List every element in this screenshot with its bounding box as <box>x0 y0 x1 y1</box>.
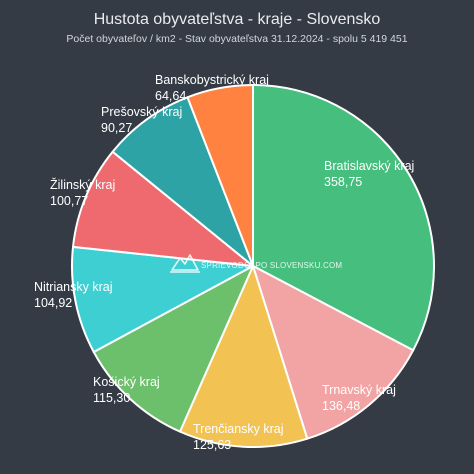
watermark-text: SPRIEVODCAPO SLOVENSKU.COM <box>201 261 342 270</box>
labels-group: Bratislavský kraj 358,75 Trnavský kraj 136,… <box>34 73 414 452</box>
pie-slice-kosicky-kraj[interactable] <box>92 265 254 433</box>
pie-slice-presovsky-kraj[interactable] <box>111 96 254 267</box>
slice-value-zilinsky-kraj: 100,77 <box>50 194 88 208</box>
slice-value-trenciansky-kraj: 125,63 <box>193 438 231 452</box>
slice-label-bratislavsky-kraj: Bratislavský kraj <box>324 159 414 173</box>
slice-value-nitriansky-kraj: 104,92 <box>34 296 72 310</box>
slice-value-kosicky-kraj: 115,30 <box>93 391 130 405</box>
chart-subtitle: Počet obyvateľov / km2 - Stav obyvateľst… <box>66 33 408 45</box>
slice-label-zilinsky-kraj: Žilinský kraj <box>50 177 115 192</box>
slice-label-trenciansky-kraj: Trenčiansky kraj <box>193 422 284 436</box>
pie-slice-nitriansky-kraj[interactable] <box>71 245 254 353</box>
watermark: SPRIEVODCAPO SLOVENSKU.COM <box>170 254 342 273</box>
slices-group <box>71 84 435 448</box>
slice-label-presovsky-kraj: Prešovský kraj <box>101 105 182 119</box>
pie-slice-trnavsky-kraj[interactable] <box>252 265 415 440</box>
slice-label-nitriansky-kraj: Nitriansky kraj <box>34 280 113 294</box>
slice-value-bratislavsky-kraj: 358,75 <box>324 175 362 189</box>
slice-value-presovsky-kraj: 90,27 <box>101 121 132 135</box>
slice-label-kosicky-kraj: Košický kraj <box>93 375 160 389</box>
pie-slice-bratislavsky-kraj[interactable] <box>252 84 435 352</box>
pie-slice-trenciansky-kraj[interactable] <box>178 265 309 448</box>
slice-label-trnavsky-kraj: Trnavský kraj <box>322 383 396 397</box>
pie-slice-banskobystricky-kraj[interactable] <box>186 84 254 267</box>
mountain-icon <box>170 254 200 273</box>
slice-label-banskobystricky-kraj: Banskobystrický kraj <box>155 73 269 87</box>
pie-slice-zilinsky-kraj[interactable] <box>72 150 254 267</box>
chart-title: Hustota obyvateľstva - kraje - Slovensko <box>93 11 381 28</box>
slice-value-trnavsky-kraj: 136,48 <box>322 399 360 413</box>
slice-value-banskobystricky-kraj: 64,64 <box>155 89 186 103</box>
